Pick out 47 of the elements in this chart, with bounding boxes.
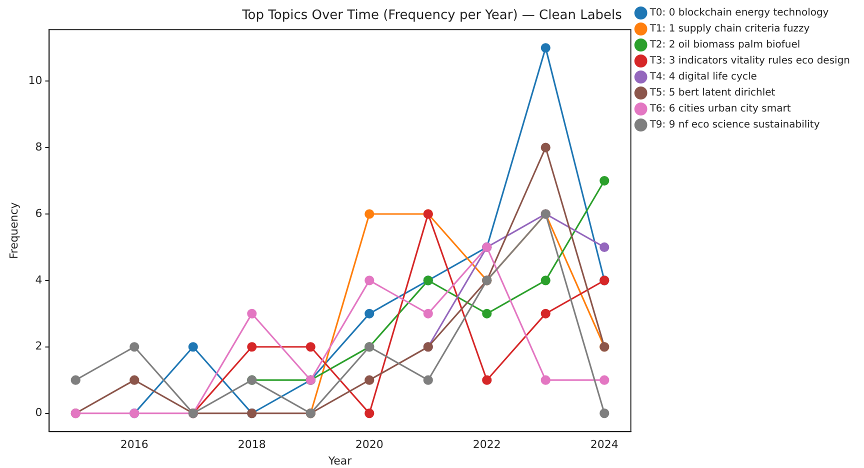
point xyxy=(540,43,550,53)
y-tick-label: 8 xyxy=(35,140,42,154)
legend-label: T4: 4 digital life cycle xyxy=(648,72,757,83)
point xyxy=(540,276,550,286)
point xyxy=(364,375,374,385)
x-tick-label: 2024 xyxy=(590,438,618,452)
x-tick-label: 2022 xyxy=(472,438,501,452)
x-tick-label: 2016 xyxy=(120,438,148,452)
point xyxy=(540,308,550,318)
point xyxy=(600,375,610,385)
legend-label: T2: 2 oil biomass palm biofuel xyxy=(648,40,800,51)
point xyxy=(130,342,140,352)
point xyxy=(423,308,433,318)
point xyxy=(482,375,492,385)
point xyxy=(306,342,316,352)
y-tick-label: 6 xyxy=(35,206,42,220)
point xyxy=(540,375,550,385)
legend-label: T9: 9 nf eco science sustainability xyxy=(648,120,820,131)
x-axis-title: Year xyxy=(327,454,352,468)
point xyxy=(130,375,140,385)
point xyxy=(600,408,610,418)
y-tick-label: 0 xyxy=(35,406,42,420)
point xyxy=(600,176,610,186)
legend-label: T3: 3 indicators vitality rules eco design xyxy=(648,56,850,67)
point xyxy=(247,308,257,318)
point xyxy=(247,342,257,352)
point xyxy=(188,342,198,352)
x-tick-label: 2020 xyxy=(355,438,384,452)
point xyxy=(70,375,80,385)
y-tick-label: 2 xyxy=(35,340,42,353)
point xyxy=(423,375,433,385)
x-tick-label: 2018 xyxy=(238,438,266,452)
y-tick-label: 4 xyxy=(35,273,42,286)
point xyxy=(364,209,374,219)
y-tick-label: 10 xyxy=(28,74,42,87)
point xyxy=(364,308,374,318)
chart-title: Top Topics Over Time (Frequency per Year) — Clean Labels xyxy=(241,8,622,24)
legend-label: T5: 5 bert latent dirichlet xyxy=(648,88,776,99)
y-axis-title: Frequency xyxy=(7,202,20,260)
point xyxy=(540,142,550,152)
legend-label: T6: 6 cities urban city smart xyxy=(648,104,791,115)
legend-label: T1: 1 supply chain criteria fuzzy xyxy=(648,24,810,35)
point xyxy=(482,308,492,318)
point xyxy=(364,408,374,418)
point xyxy=(600,242,610,252)
point xyxy=(364,276,374,286)
legend-label: T0: 0 blockchain energy technology xyxy=(648,8,829,19)
